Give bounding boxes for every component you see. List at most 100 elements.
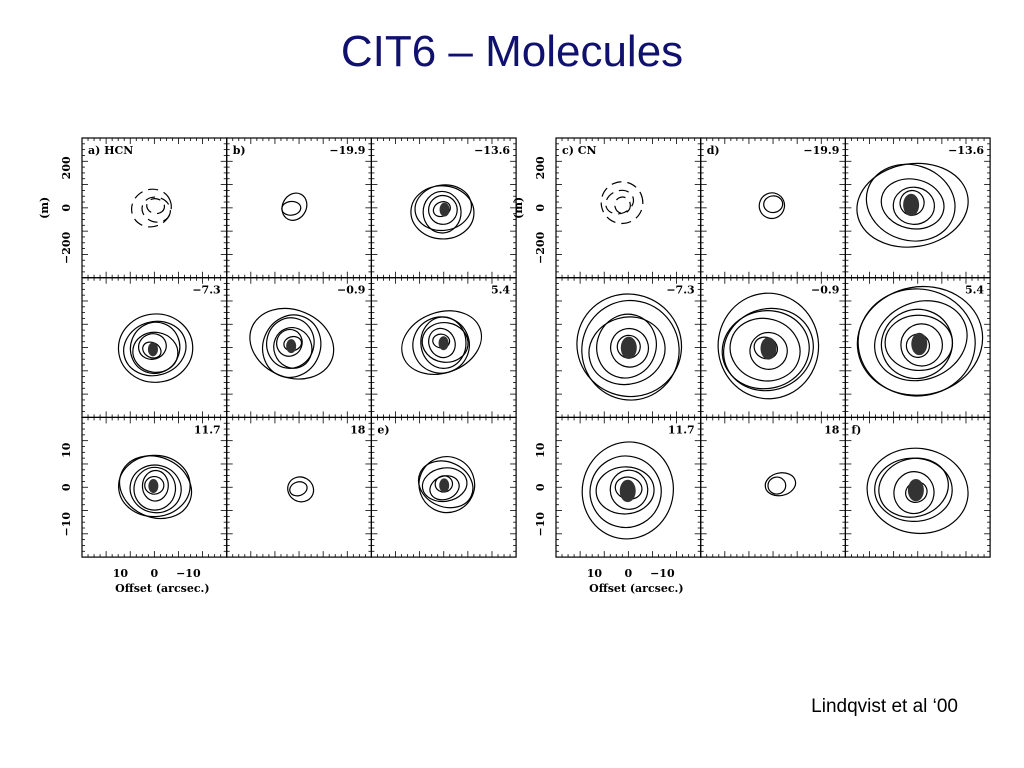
- contour: [900, 323, 944, 367]
- contour: [763, 195, 784, 214]
- contour: [141, 196, 171, 223]
- contour-core: [438, 336, 449, 351]
- x-tick-label: −10: [650, 567, 675, 580]
- contour: [417, 460, 474, 509]
- panel-velocity: −7.3: [666, 284, 694, 297]
- contour-core: [148, 479, 159, 494]
- contour: [581, 441, 674, 540]
- y-tick-label: 200: [534, 156, 547, 179]
- contour: [289, 481, 308, 497]
- contour: [421, 467, 468, 503]
- contour: [866, 447, 969, 535]
- contour: [281, 192, 308, 221]
- contour: [589, 455, 662, 529]
- contour: [893, 471, 935, 515]
- contour: [884, 314, 954, 372]
- citation: Lindqvist et al ‘00: [811, 696, 958, 717]
- contour-core: [620, 336, 637, 360]
- contour: [749, 331, 788, 370]
- contour: [276, 328, 303, 357]
- panel-velocity: −13.6: [474, 144, 510, 157]
- contour-core: [911, 332, 928, 356]
- contour: [287, 476, 315, 503]
- panel-velocity: −0.9: [337, 284, 365, 297]
- contour: [758, 192, 786, 220]
- contour: [600, 181, 644, 225]
- contour: [412, 316, 470, 374]
- contour: [609, 469, 649, 510]
- panel-velocity: 5.4: [965, 284, 984, 297]
- contour: [414, 184, 472, 232]
- contour: [410, 185, 475, 240]
- contour: [146, 198, 166, 215]
- x-tick-label: 0: [625, 567, 633, 580]
- panel-velocity: −0.9: [811, 284, 839, 297]
- contour: [865, 163, 956, 242]
- contour: [144, 475, 165, 495]
- y-tick-label: −200: [60, 231, 73, 264]
- contour-core: [760, 337, 777, 360]
- contour: [133, 466, 177, 511]
- contour: [428, 194, 458, 225]
- y-tick-label: 10: [534, 442, 547, 458]
- y-tick-label: −200: [534, 231, 547, 264]
- contour: [856, 285, 984, 396]
- contour: [880, 178, 945, 230]
- x-tick-label: 10: [587, 567, 603, 580]
- x-axis-label: Offset (arcsec.): [115, 582, 209, 595]
- panel-velocity: 18: [824, 423, 840, 436]
- x-axis-label: Offset (arcsec.): [589, 582, 683, 595]
- contour-core: [903, 193, 920, 217]
- contour: [132, 331, 179, 373]
- contour: [262, 314, 322, 378]
- contour: [422, 190, 462, 234]
- contour: [729, 317, 801, 382]
- contour: [609, 327, 650, 368]
- contour: [266, 317, 315, 369]
- contour: [428, 327, 456, 359]
- panel-label: a) HCN: [88, 144, 133, 157]
- contour: [418, 456, 476, 514]
- contour: [605, 189, 635, 215]
- panel-velocity: 18: [350, 423, 366, 436]
- panel-label: e): [377, 423, 389, 436]
- contour: [273, 327, 313, 369]
- panel-velocity: −13.6: [948, 144, 984, 157]
- y-tick-label: 0: [534, 204, 547, 212]
- contour-core: [147, 342, 158, 357]
- contour: [129, 464, 182, 514]
- contour: [614, 196, 631, 214]
- panel-label: f): [851, 423, 861, 436]
- contour-core: [907, 478, 924, 502]
- contour: [117, 313, 194, 383]
- y-tick-label: 0: [60, 204, 73, 212]
- contour: [764, 472, 797, 497]
- contour: [130, 188, 172, 228]
- contour: [717, 292, 820, 400]
- contour: [880, 308, 953, 380]
- panel-label: b): [233, 144, 246, 157]
- contour: [596, 313, 657, 379]
- contour: [588, 316, 666, 386]
- contour: [281, 200, 302, 216]
- panel-label: c) CN: [562, 144, 597, 157]
- panel-velocity: −7.3: [192, 284, 220, 297]
- x-tick-label: 0: [151, 567, 159, 580]
- x-tick-label: −10: [176, 567, 201, 580]
- contour-core: [619, 479, 636, 503]
- figure: c) CN d) −19.9 −13.6 −7.3 −0.9 5.4 11.7 18 f) 200 0…: [512, 137, 991, 595]
- contour: [857, 288, 976, 397]
- panel-label: d): [707, 144, 720, 157]
- contour-core: [439, 478, 450, 493]
- contour: [137, 333, 167, 360]
- contour: [874, 300, 968, 382]
- y-tick-label: −10: [60, 512, 73, 537]
- panel-velocity: 11.7: [668, 423, 695, 436]
- contour-core: [439, 202, 450, 217]
- y-axis-label: (m): [512, 197, 525, 219]
- figure: a) HCN b) −19.9 −13.6 −7.3 −0.9 5.4 11.7 18 e) 200…: [38, 137, 517, 595]
- y-tick-label: 0: [60, 483, 73, 491]
- y-tick-label: 200: [60, 156, 73, 179]
- panel-velocity: 5.4: [491, 284, 510, 297]
